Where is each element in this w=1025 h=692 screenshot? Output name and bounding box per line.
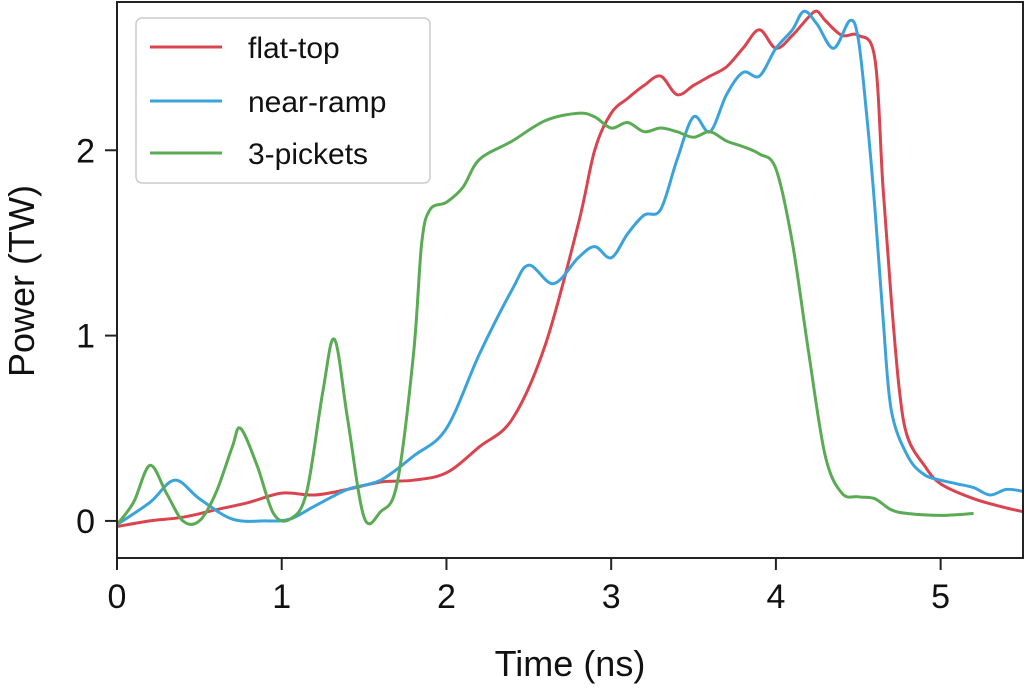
series-line-3-pickets [115,111,974,526]
y-axis: 0 1 2 [76,132,117,541]
series-line-near-ramp [116,9,1024,526]
x-axis-label: Time (ns) [495,643,646,684]
x-axis: 0 1 2 3 4 5 [108,558,950,616]
x-tick-label: 5 [931,578,950,616]
legend-label-near-ramp: near-ramp [248,86,386,119]
legend: flat-top near-ramp 3-pickets [135,17,431,184]
y-tick-label: 2 [76,132,95,170]
x-tick-label: 1 [272,578,291,616]
plot-frame [116,1,1024,559]
y-tick-label: 1 [76,318,95,356]
y-axis-label: Power (TW) [1,185,42,377]
y-tick-label: 0 [76,503,95,541]
legend-label-flat-top: flat-top [248,32,340,65]
x-tick-label: 3 [602,578,621,616]
series-layer [115,9,1024,528]
x-tick-label: 0 [108,578,127,616]
x-tick-label: 2 [437,578,456,616]
legend-label-3-pickets: 3-pickets [248,138,368,171]
legend-box [135,17,431,184]
x-tick-label: 4 [766,578,785,616]
